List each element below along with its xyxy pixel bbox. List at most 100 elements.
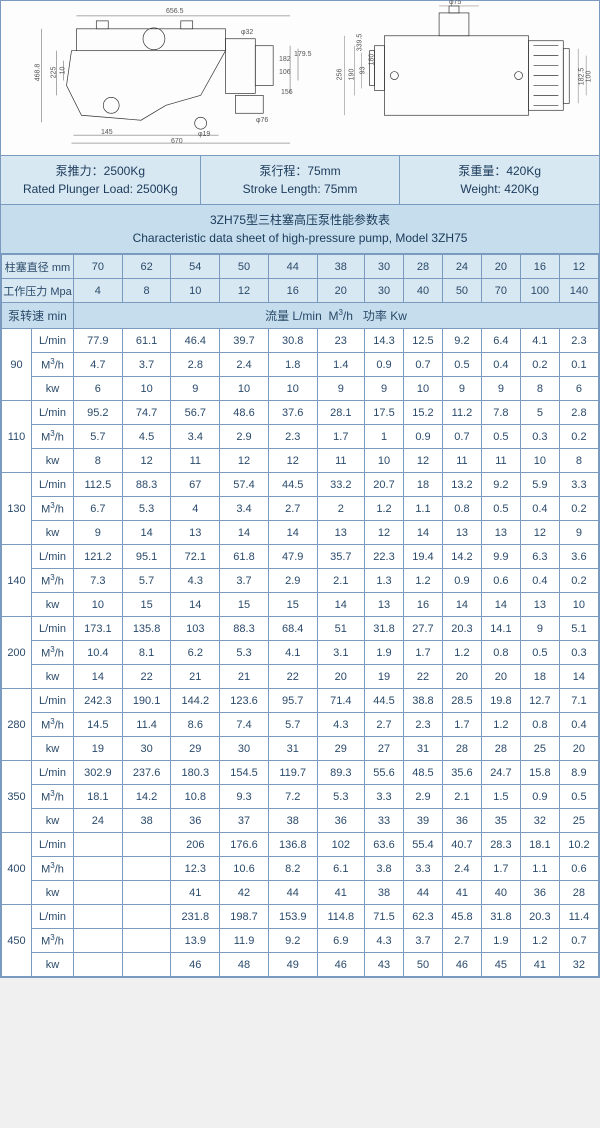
val-lmin: 136.8 bbox=[268, 833, 317, 857]
val-kw: 44 bbox=[403, 881, 442, 905]
val-kw: 20 bbox=[442, 665, 481, 689]
val-kw: 10 bbox=[220, 377, 269, 401]
unit-lmin: L/min bbox=[32, 905, 74, 929]
val-kw: 19 bbox=[74, 737, 123, 761]
rpm-val: 200 bbox=[2, 617, 32, 689]
val-m3h: 13.9 bbox=[171, 929, 220, 953]
val-lmin: 28.1 bbox=[317, 401, 364, 425]
val-kw: 48 bbox=[220, 953, 269, 977]
unit-m3h: M3/h bbox=[32, 929, 74, 953]
val-kw: 12 bbox=[268, 449, 317, 473]
val-lmin: 51 bbox=[317, 617, 364, 641]
val-m3h: 8.2 bbox=[268, 857, 317, 881]
val-m3h: 2.4 bbox=[220, 353, 269, 377]
val-lmin: 20.3 bbox=[520, 905, 559, 929]
val-lmin: 30.8 bbox=[268, 329, 317, 353]
dim-phi76: φ76 bbox=[256, 117, 268, 124]
val-lmin: 40.7 bbox=[442, 833, 481, 857]
diameter-val: 16 bbox=[520, 255, 559, 279]
val-m3h: 14.2 bbox=[122, 785, 171, 809]
val-kw: 13 bbox=[481, 521, 520, 545]
val-kw: 49 bbox=[268, 953, 317, 977]
val-kw: 11 bbox=[481, 449, 520, 473]
val-kw: 38 bbox=[122, 809, 171, 833]
dim-180: 180 bbox=[368, 54, 375, 66]
pressure-val: 70 bbox=[481, 279, 520, 303]
unit-m3h: M3/h bbox=[32, 569, 74, 593]
val-m3h: 0.5 bbox=[481, 425, 520, 449]
val-m3h: 11.4 bbox=[122, 713, 171, 737]
val-kw: 12 bbox=[520, 521, 559, 545]
val-lmin: 62.3 bbox=[403, 905, 442, 929]
val-kw: 32 bbox=[559, 953, 598, 977]
val-m3h: 11.9 bbox=[220, 929, 269, 953]
val-lmin: 28.5 bbox=[442, 689, 481, 713]
val-lmin: 95.1 bbox=[122, 545, 171, 569]
unit-lmin: L/min bbox=[32, 473, 74, 497]
val-kw: 43 bbox=[365, 953, 404, 977]
val-kw: 9 bbox=[317, 377, 364, 401]
diameter-val: 20 bbox=[481, 255, 520, 279]
val-m3h: 3.4 bbox=[171, 425, 220, 449]
val-lmin: 18 bbox=[403, 473, 442, 497]
val-kw: 10 bbox=[74, 593, 123, 617]
val-m3h: 5.3 bbox=[317, 785, 364, 809]
val-lmin: 77.9 bbox=[74, 329, 123, 353]
val-m3h: 2.4 bbox=[442, 857, 481, 881]
val-m3h: 9.3 bbox=[220, 785, 269, 809]
val-kw: 38 bbox=[365, 881, 404, 905]
pressure-val: 12 bbox=[220, 279, 269, 303]
val-lmin: 242.3 bbox=[74, 689, 123, 713]
dim-182-5: 182.5 bbox=[578, 68, 585, 86]
pressure-val: 16 bbox=[268, 279, 317, 303]
dim-10: 10 bbox=[59, 67, 66, 75]
unit-kw: kw bbox=[32, 449, 74, 473]
val-m3h: 1.5 bbox=[481, 785, 520, 809]
val-m3h: 0.3 bbox=[559, 641, 598, 665]
val-kw: 36 bbox=[171, 809, 220, 833]
val-m3h: 2.7 bbox=[365, 713, 404, 737]
unit-kw: kw bbox=[32, 665, 74, 689]
dim-256: 256 bbox=[336, 69, 343, 81]
val-lmin: 173.1 bbox=[74, 617, 123, 641]
val-m3h: 1.2 bbox=[481, 713, 520, 737]
val-lmin: 9.2 bbox=[481, 473, 520, 497]
val-m3h: 2.9 bbox=[268, 569, 317, 593]
val-m3h: 0.7 bbox=[403, 353, 442, 377]
val-lmin: 71.5 bbox=[365, 905, 404, 929]
val-m3h: 6.7 bbox=[74, 497, 123, 521]
val-m3h: 2.1 bbox=[317, 569, 364, 593]
rpm-val: 130 bbox=[2, 473, 32, 545]
unit-lmin: L/min bbox=[32, 401, 74, 425]
val-kw: 33 bbox=[365, 809, 404, 833]
rpm-val: 280 bbox=[2, 689, 32, 761]
val-kw: 8 bbox=[74, 449, 123, 473]
spec-weight: 泵重量：420Kg Weight: 420Kg bbox=[400, 156, 599, 204]
val-lmin: 180.3 bbox=[171, 761, 220, 785]
val-kw: 15 bbox=[122, 593, 171, 617]
technical-drawing: 656.5 φ32 182 106 179.5 156 φ76 φ19 145 … bbox=[1, 1, 599, 156]
val-m3h: 3.4 bbox=[220, 497, 269, 521]
val-m3h: 2.8 bbox=[171, 353, 220, 377]
val-m3h: 0.4 bbox=[481, 353, 520, 377]
val-lmin: 68.4 bbox=[268, 617, 317, 641]
val-kw: 42 bbox=[220, 881, 269, 905]
val-lmin: 7.8 bbox=[481, 401, 520, 425]
data-table: 柱塞直径 mm706254504438302824201612工作压力 Mpa4… bbox=[1, 254, 599, 977]
val-lmin bbox=[122, 905, 171, 929]
unit-kw: kw bbox=[32, 593, 74, 617]
val-lmin: 20.3 bbox=[442, 617, 481, 641]
val-kw: 13 bbox=[171, 521, 220, 545]
pressure-val: 100 bbox=[520, 279, 559, 303]
val-kw: 6 bbox=[74, 377, 123, 401]
val-kw: 40 bbox=[481, 881, 520, 905]
val-m3h: 18.1 bbox=[74, 785, 123, 809]
hdr-speed: 泵转速 min bbox=[2, 303, 74, 329]
val-lmin: 61.8 bbox=[220, 545, 269, 569]
val-m3h: 1.2 bbox=[365, 497, 404, 521]
val-lmin: 119.7 bbox=[268, 761, 317, 785]
val-kw: 50 bbox=[403, 953, 442, 977]
val-lmin: 6.3 bbox=[520, 545, 559, 569]
val-lmin: 231.8 bbox=[171, 905, 220, 929]
val-kw: 13 bbox=[520, 593, 559, 617]
